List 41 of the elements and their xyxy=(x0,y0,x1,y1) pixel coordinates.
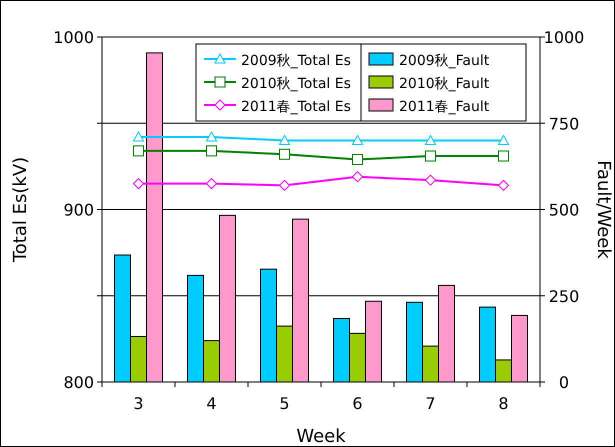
legend-label: 2009秋_Fault xyxy=(399,53,490,69)
point xyxy=(133,132,144,142)
legend-label: 2009秋_Total Es xyxy=(241,53,351,69)
point xyxy=(206,178,217,190)
x-tick-label: 7 xyxy=(425,394,436,413)
point xyxy=(352,135,363,145)
x-tick-label: 6 xyxy=(352,394,363,413)
y-axis-title: Total Es(kV) xyxy=(10,156,31,264)
point xyxy=(133,145,144,156)
point xyxy=(498,150,509,162)
y2-tick-label: 500 xyxy=(548,200,580,220)
point xyxy=(498,135,509,145)
point xyxy=(425,150,436,162)
y2-tick-label: 0 xyxy=(558,373,570,392)
x-tick-label: 3 xyxy=(133,394,144,413)
y2-tick-label: 750 xyxy=(548,114,580,134)
x-tick-label: 8 xyxy=(498,394,509,413)
point xyxy=(498,180,509,191)
point xyxy=(133,178,144,190)
x-tick-label: 4 xyxy=(206,394,217,413)
legend-label: 2011春_Fault xyxy=(399,99,490,115)
legend-label: 2010秋_Fault xyxy=(399,76,490,92)
y2-tick-label: 250 xyxy=(548,286,580,306)
y2-axis-title: Fault/Week xyxy=(593,160,614,260)
y-tick-label: 1000 xyxy=(53,28,94,47)
y2-tick-label: 1000 xyxy=(544,28,584,47)
point xyxy=(425,174,436,186)
legend-label: 2010秋_Total Es xyxy=(241,76,351,92)
x-axis-title: Week xyxy=(296,426,346,447)
y-tick-label: 800 xyxy=(63,373,94,392)
legend-label: 2011春_Total Es xyxy=(241,99,351,115)
point xyxy=(352,154,363,165)
point xyxy=(279,148,290,160)
point xyxy=(279,180,290,191)
point xyxy=(206,145,217,156)
point xyxy=(425,135,436,145)
point xyxy=(352,171,363,182)
point xyxy=(206,132,217,142)
point xyxy=(279,135,290,145)
x-tick-label: 5 xyxy=(279,394,290,413)
y-tick-label: 900 xyxy=(63,200,94,220)
